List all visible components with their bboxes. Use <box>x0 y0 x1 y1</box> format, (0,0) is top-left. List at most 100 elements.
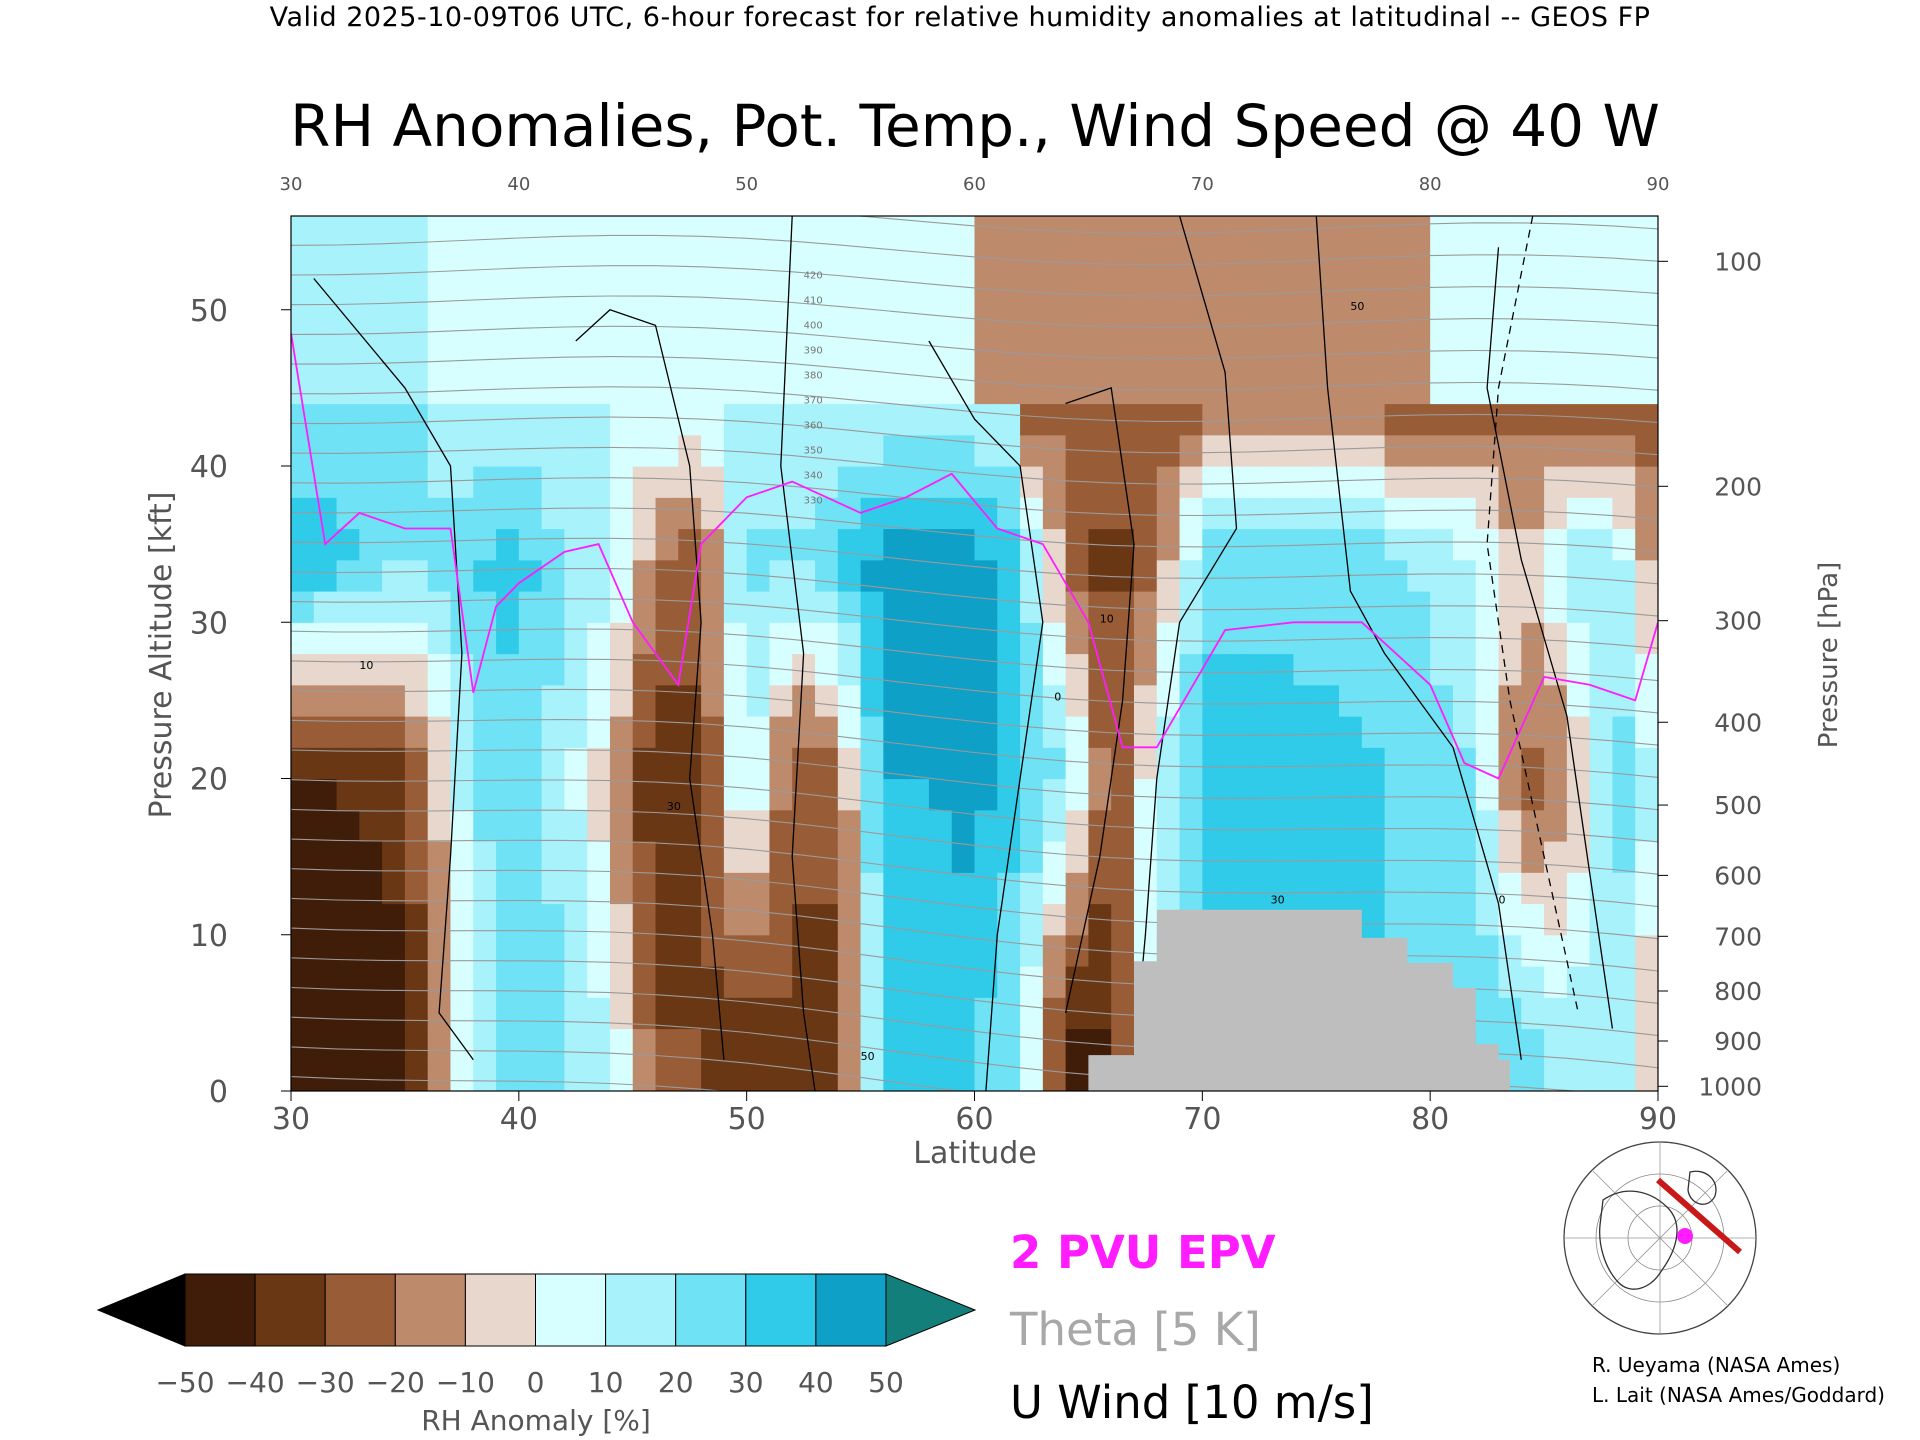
heatmap-cell <box>632 278 657 311</box>
heatmap-cell <box>1361 278 1386 311</box>
heatmap-cell <box>404 403 429 436</box>
heatmap-cell <box>792 841 816 873</box>
heatmap-cell <box>815 622 839 655</box>
heatmap-cell <box>678 434 702 467</box>
heatmap-cell <box>1225 559 1249 592</box>
heatmap-cell <box>1521 809 1545 842</box>
heatmap-cell <box>473 1028 497 1061</box>
heatmap-cell <box>541 684 565 717</box>
heatmap-cell <box>1384 747 1408 780</box>
heatmap-cell <box>655 841 679 873</box>
heatmap-cell <box>1430 528 1454 561</box>
theta-contour <box>291 1076 726 1091</box>
heatmap-cell <box>951 778 976 811</box>
heatmap-cell <box>951 934 976 967</box>
heatmap-cell <box>382 778 406 811</box>
heatmap-cell <box>496 997 520 1030</box>
heatmap-cell <box>1247 716 1272 748</box>
heatmap-cell <box>1042 247 1067 280</box>
heatmap-cell <box>1635 372 1658 405</box>
theta-contour <box>291 658 1658 714</box>
heatmap-cell <box>815 559 839 592</box>
heatmap-cell <box>1544 278 1568 311</box>
heatmap-cell <box>587 372 611 405</box>
heatmap-cell <box>609 403 634 436</box>
heatmap-cell <box>1156 653 1181 686</box>
heatmap-cell <box>928 1028 953 1061</box>
credit-line-1: R. Ueyama (NASA Ames) <box>1592 1353 1841 1377</box>
heatmap-cell <box>1042 309 1067 342</box>
heatmap-cell <box>906 216 930 248</box>
heatmap-cell <box>427 434 452 467</box>
heatmap-cell <box>632 528 657 561</box>
heatmap-cell <box>1612 809 1636 842</box>
heatmap-cell <box>587 903 611 936</box>
heatmap-cell <box>815 841 839 873</box>
heatmap-cell <box>883 247 907 280</box>
heatmap-cell <box>1566 247 1591 280</box>
heatmap-cell <box>1589 809 1614 842</box>
heatmap-cell <box>815 278 839 311</box>
heatmap-cell <box>1589 716 1614 748</box>
heatmap-cell <box>1498 559 1522 592</box>
heatmap-cell <box>678 966 702 998</box>
heatmap-cell <box>1065 466 1090 498</box>
heatmap-cell <box>1111 934 1135 967</box>
heatmap-cell <box>1202 341 1226 373</box>
heatmap-cell <box>1133 216 1158 248</box>
heatmap-cell <box>541 872 565 905</box>
heatmap-cell <box>1498 872 1522 905</box>
heatmap-cell <box>1020 1028 1044 1061</box>
heatmap-cell <box>883 372 907 405</box>
heatmap-cell <box>313 341 338 373</box>
heatmap-cell <box>1247 559 1272 592</box>
heatmap-cell <box>655 747 679 780</box>
heatmap-cell <box>291 934 315 967</box>
heatmap-cell <box>1156 747 1181 780</box>
colorbar-tick-label: 20 <box>658 1366 694 1399</box>
heatmap-cell <box>678 747 702 780</box>
heatmap-cell <box>1566 1028 1591 1061</box>
heatmap-cell <box>1521 841 1545 873</box>
heatmap-cell <box>1339 372 1363 405</box>
heatmap-cell <box>1020 747 1044 780</box>
heatmap-cell <box>632 997 657 1030</box>
heatmap-cell <box>1339 872 1363 905</box>
heatmap-cell <box>1020 903 1044 936</box>
heatmap-cell <box>1065 903 1090 936</box>
heatmap-cell <box>906 247 930 280</box>
heatmap-cell <box>1384 684 1408 717</box>
heatmap-cell <box>860 903 884 936</box>
heatmap-cell <box>1042 466 1067 498</box>
heatmap-cell <box>518 966 543 998</box>
heatmap-cell <box>1544 341 1568 373</box>
heatmap-cell <box>450 966 474 998</box>
heatmap-cell <box>1544 684 1568 717</box>
heatmap-cell <box>1361 466 1386 498</box>
heatmap-cell <box>951 247 976 280</box>
theta-label: 370 <box>804 396 823 407</box>
heatmap-cell <box>404 653 429 686</box>
heatmap-cell <box>427 778 452 811</box>
heatmap-cell <box>1316 341 1340 373</box>
heatmap-cell <box>1293 309 1317 342</box>
heatmap-cell <box>427 1059 452 1091</box>
heatmap-cell <box>701 466 725 498</box>
heatmap-cell <box>587 653 611 686</box>
heatmap-cell <box>587 684 611 717</box>
heatmap-cell <box>564 559 588 592</box>
heatmap-cell <box>1635 216 1658 248</box>
heatmap-cell <box>336 528 360 561</box>
heatmap-cell <box>359 903 383 936</box>
heatmap-cell <box>450 497 474 530</box>
heatmap-cell <box>496 872 520 905</box>
heatmap-cell <box>746 622 771 655</box>
heatmap-cell <box>1202 872 1226 905</box>
heatmap-cell <box>1225 528 1249 561</box>
heatmap-cell <box>382 684 406 717</box>
heatmap-cell <box>1179 809 1203 842</box>
heatmap-cell <box>1339 841 1363 873</box>
heatmap-cell <box>336 934 360 967</box>
heatmap-cell <box>1589 466 1614 498</box>
